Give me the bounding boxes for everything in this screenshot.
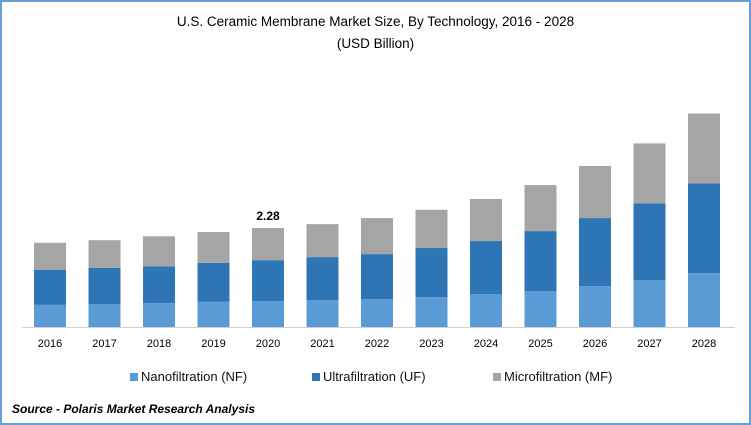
x-tick-label: 2022 xyxy=(365,338,389,350)
bar-segment-2021-2 xyxy=(306,224,339,258)
chart-subtitle: (USD Billion) xyxy=(336,36,415,51)
bar-segment-2017-0 xyxy=(88,303,121,327)
chart-title: U.S. Ceramic Membrane Market Size, By Te… xyxy=(176,14,575,29)
legend-swatch-uf xyxy=(312,372,320,381)
bar-segment-2023-0 xyxy=(415,297,448,327)
bar-segment-2024-0 xyxy=(470,294,502,327)
bar-segment-2016-1 xyxy=(34,269,66,305)
bar-segment-2025-2 xyxy=(524,185,557,232)
bar-segment-2025-1 xyxy=(524,231,557,291)
x-tick-label: 2026 xyxy=(583,338,607,350)
x-tick-label: 2018 xyxy=(147,338,171,350)
source-note: Source - Polaris Market Research Analysi… xyxy=(12,402,255,416)
bar-segment-2019-2 xyxy=(197,231,230,263)
bar-segment-2027-1 xyxy=(633,203,666,281)
bar-segment-2028-0 xyxy=(688,273,720,327)
legend-label-nf: Nanofiltration (NF) xyxy=(141,369,248,384)
bar-segment-2022-1 xyxy=(361,254,393,300)
bar-segment-2028-2 xyxy=(688,113,720,184)
bar-segment-2020-2 xyxy=(252,228,284,261)
bar-segment-2023-2 xyxy=(415,209,448,249)
x-tick-label: 2020 xyxy=(256,338,280,350)
data-label: 2.28 xyxy=(256,209,280,223)
legend-swatch-mf xyxy=(493,372,501,381)
x-tick-label: 2027 xyxy=(637,338,661,350)
bar-segment-2020-1 xyxy=(252,260,284,301)
bar-segment-2026-1 xyxy=(579,218,611,287)
bar-segment-2028-1 xyxy=(688,183,720,274)
legend-label-uf: Ultrafiltration (UF) xyxy=(323,369,426,384)
bar-segment-2027-2 xyxy=(633,143,666,204)
x-tick-label: 2024 xyxy=(474,338,498,350)
bar-segment-2018-0 xyxy=(143,303,175,327)
legend-item-uf: Ultrafiltration (UF) xyxy=(312,369,426,384)
bar-segment-2026-2 xyxy=(579,165,611,219)
bar-segment-2016-2 xyxy=(34,242,66,270)
bar-segment-2018-1 xyxy=(143,266,175,304)
bar-segment-2026-0 xyxy=(579,286,611,327)
bar-segment-2020-0 xyxy=(252,300,284,327)
x-tick-label: 2019 xyxy=(201,338,225,350)
bar-segment-2021-1 xyxy=(306,257,339,301)
x-tick-label: 2017 xyxy=(92,338,116,350)
bar-chart: 2016 2017 2018 2019 2020 2.28 2021 2022 2023 2024… xyxy=(22,113,735,350)
x-tick-label: 2025 xyxy=(528,338,552,350)
legend-label-mf: Microfiltration (MF) xyxy=(504,369,613,384)
x-tick-label: 2016 xyxy=(38,338,62,350)
bar-segment-2018-2 xyxy=(143,236,175,267)
x-tick-label: 2023 xyxy=(419,338,443,350)
bar-segment-2024-1 xyxy=(470,241,502,295)
bar-segment-2024-2 xyxy=(470,198,502,242)
bar-segment-2027-0 xyxy=(633,280,666,327)
bar-segment-2019-1 xyxy=(197,262,230,302)
bar-segment-2021-0 xyxy=(306,300,339,327)
legend-item-mf: Microfiltration (MF) xyxy=(493,369,612,384)
bar-segment-2016-0 xyxy=(34,304,66,327)
bar-segment-2025-0 xyxy=(524,290,557,327)
legend-swatch-nf xyxy=(130,372,138,381)
bar-segment-2017-1 xyxy=(88,267,121,304)
bar-segment-2019-0 xyxy=(197,301,230,327)
legend-item-nf: Nanofiltration (NF) xyxy=(130,369,247,384)
bar-segment-2023-1 xyxy=(415,248,448,298)
x-tick-label: 2021 xyxy=(310,338,334,350)
x-tick-label: 2028 xyxy=(692,338,716,350)
bar-segment-2022-0 xyxy=(361,299,393,327)
bar-segment-2022-2 xyxy=(361,218,393,255)
bar-segment-2017-2 xyxy=(88,240,121,268)
